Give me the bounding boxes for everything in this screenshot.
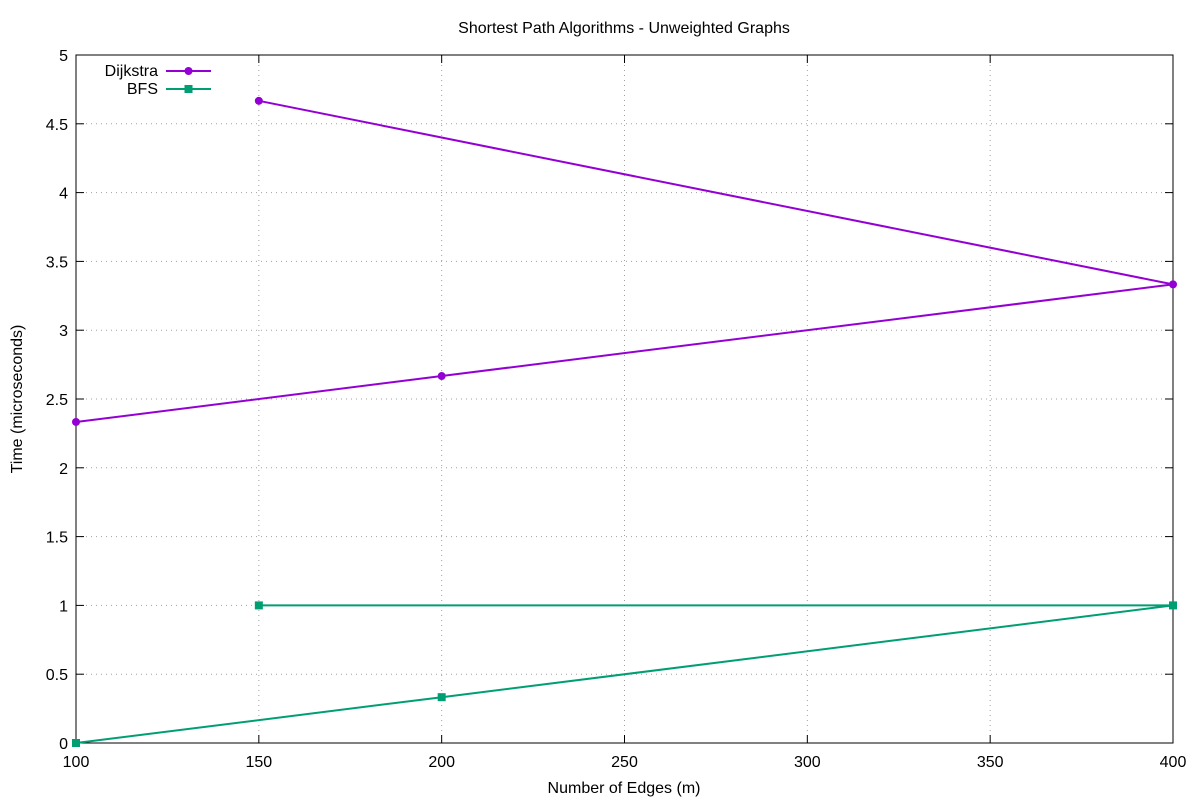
x-tick-label: 350 bbox=[977, 754, 1004, 771]
y-tick-label: 0.5 bbox=[46, 667, 68, 684]
y-tick-label: 4 bbox=[59, 186, 68, 203]
legend-marker bbox=[184, 67, 193, 75]
y-tick-label: 5 bbox=[59, 48, 68, 65]
x-tick-label: 200 bbox=[428, 754, 455, 771]
legend-label: Dijkstra bbox=[105, 63, 158, 80]
y-tick-label: 4.5 bbox=[46, 117, 68, 134]
y-tick-label: 0 bbox=[59, 736, 68, 753]
series-line-dijkstra bbox=[75, 99, 1174, 423]
data-point bbox=[1169, 280, 1177, 289]
y-tick-label: 1 bbox=[59, 598, 68, 615]
series-bfs bbox=[72, 601, 1177, 747]
legend-label: BFS bbox=[127, 81, 158, 98]
y-tick-label: 2 bbox=[59, 461, 68, 478]
data-point bbox=[437, 693, 446, 702]
series-layer bbox=[72, 96, 1177, 747]
y-tick-label: 3 bbox=[59, 323, 68, 340]
y-tick-label: 2.5 bbox=[46, 392, 68, 409]
grid bbox=[76, 55, 1173, 743]
axis-ticks: 100 150 200 250 300 350 400 0 0.5 1 1.5 2 2.5 3 3.5 4 4.… bbox=[46, 48, 1187, 771]
y-axis-label: Time (microseconds) bbox=[9, 325, 26, 474]
y-tick-label: 3.5 bbox=[46, 254, 68, 271]
data-point bbox=[72, 739, 80, 747]
legend-marker bbox=[184, 85, 193, 93]
data-point bbox=[72, 417, 80, 426]
x-tick-label: 150 bbox=[245, 754, 272, 771]
data-point bbox=[254, 96, 263, 105]
x-tick-label: 300 bbox=[794, 754, 821, 771]
data-point bbox=[1169, 601, 1177, 610]
data-point bbox=[254, 601, 263, 610]
x-tick-label: 400 bbox=[1160, 754, 1187, 771]
y-tick-label: 1.5 bbox=[46, 530, 68, 547]
series-line-bfs bbox=[75, 604, 1174, 744]
x-tick-label: 250 bbox=[611, 754, 638, 771]
x-axis-label: Number of Edges (m) bbox=[548, 780, 701, 797]
x-tick-label: 100 bbox=[63, 754, 90, 771]
chart-title: Shortest Path Algorithms - Unweighted Gr… bbox=[458, 20, 790, 37]
plot-border bbox=[75, 54, 1174, 744]
series-dijkstra bbox=[72, 96, 1177, 426]
data-point bbox=[437, 372, 446, 381]
